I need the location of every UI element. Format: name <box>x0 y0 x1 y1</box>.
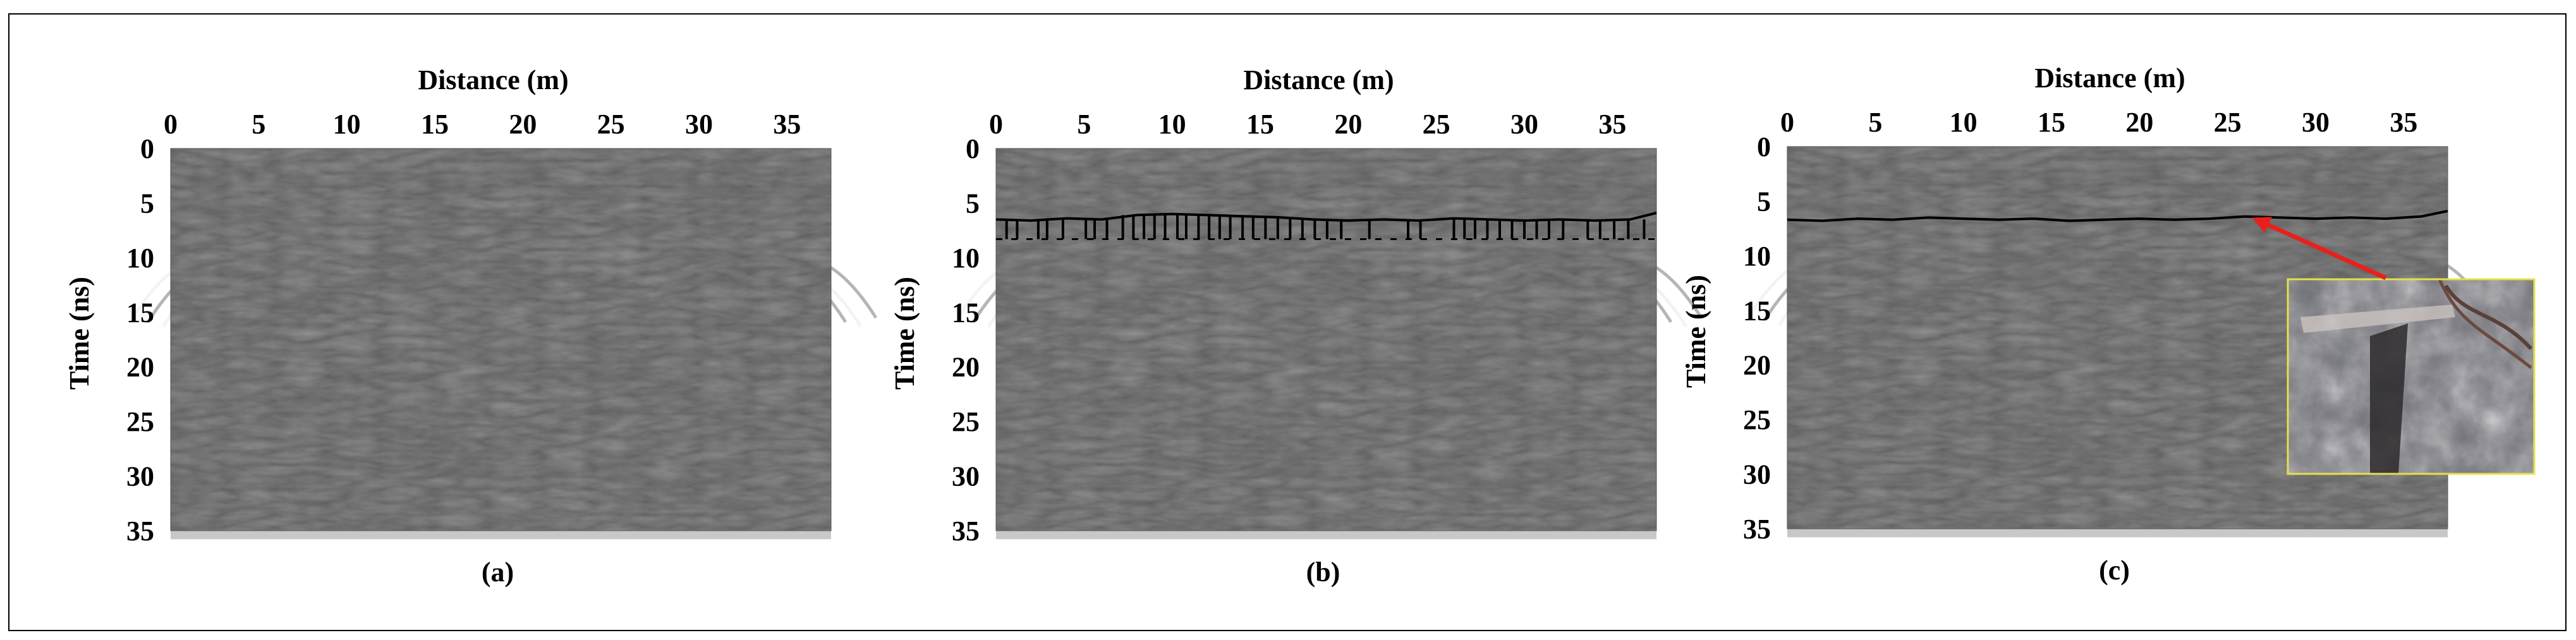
panel-label: (c) <box>2099 555 2130 586</box>
x-tick-label: 15 <box>1246 109 1274 140</box>
y-tick-label: 25 <box>1743 404 1771 435</box>
y-tick-label: 35 <box>1743 514 1771 545</box>
x-tick-label: 15 <box>2038 107 2065 138</box>
x-tick-label: 5 <box>252 109 265 140</box>
y-axis-title: Time (ns) <box>889 277 920 390</box>
reflection-band <box>1787 528 2448 538</box>
x-tick-label: 20 <box>509 109 537 140</box>
y-tick-label: 15 <box>952 297 980 328</box>
x-tick-label: 35 <box>773 109 801 140</box>
photo-slab <box>2300 305 2455 333</box>
x-tick-label: 5 <box>1868 107 1882 138</box>
x-axis-title: Distance (m) <box>1243 64 1394 95</box>
y-tick-label: 25 <box>952 406 980 437</box>
y-tick-label: 10 <box>126 243 154 274</box>
y-tick-label: 30 <box>126 461 154 492</box>
field-photo-inset <box>2287 278 2536 475</box>
x-tick-label: 30 <box>2302 107 2330 138</box>
x-tick-label: 0 <box>1780 107 1794 138</box>
y-axis-title: Time (ns) <box>1680 275 1711 388</box>
x-axis-title: Distance (m) <box>2034 63 2185 94</box>
y-tick-label: 30 <box>1743 459 1771 490</box>
x-tick-label: 0 <box>989 109 1003 140</box>
x-tick-label: 35 <box>1598 109 1626 140</box>
photo-border <box>2287 278 2536 475</box>
y-tick-label: 0 <box>140 133 154 164</box>
photo-cable <box>2438 279 2532 369</box>
picked-interface-line <box>995 212 1657 222</box>
y-tick-label: 10 <box>1743 241 1771 272</box>
picked-interface-line <box>1787 210 2448 222</box>
y-tick-label: 20 <box>952 352 980 383</box>
x-tick-label: 25 <box>2214 107 2242 138</box>
reflection-band <box>996 529 1656 540</box>
y-tick-label: 20 <box>126 352 154 383</box>
y-tick-label: 35 <box>952 516 980 546</box>
x-tick-label: 20 <box>2125 107 2153 138</box>
plot-border <box>170 148 832 531</box>
photo-trench <box>2370 323 2408 474</box>
plot-border <box>995 148 1657 531</box>
y-tick-label: 35 <box>126 516 154 546</box>
x-tick-label: 15 <box>421 109 449 140</box>
x-axis-title: Distance (m) <box>418 64 568 95</box>
x-tick-label: 5 <box>1077 109 1091 140</box>
reflection-band <box>171 529 831 540</box>
panel-label: (a) <box>482 557 514 588</box>
y-axis-title: Time (ns) <box>64 277 95 390</box>
panel-b: 0 5 10 15 20 25 30 35 0 5 10 15 20 25 30 35 Distance (m)… <box>889 64 1703 588</box>
panel-a: 0 5 10 15 20 25 30 35 0 5 10 15 20 25 30 35 Distance (m)… <box>64 64 878 588</box>
noise-layer <box>996 148 1656 531</box>
x-tick-label: 35 <box>2390 107 2417 138</box>
noise-layer <box>171 148 831 531</box>
y-tick-label: 15 <box>126 297 154 328</box>
radargram-image <box>1747 146 2494 538</box>
y-tick-label: 5 <box>140 188 154 219</box>
panel-label: (b) <box>1306 557 1340 588</box>
y-tick-label: 0 <box>1757 131 1771 162</box>
red-arrow <box>2252 217 2387 281</box>
x-tick-label: 10 <box>1950 107 1978 138</box>
x-tick-label: 25 <box>597 109 625 140</box>
radargram-image <box>956 148 1703 540</box>
x-tick-label: 10 <box>1158 109 1186 140</box>
y-tick-label: 15 <box>1743 295 1771 326</box>
y-tick-label: 30 <box>952 461 980 492</box>
y-tick-label: 10 <box>952 243 980 274</box>
x-tick-label: 30 <box>1510 109 1538 140</box>
x-tick-label: 10 <box>333 109 361 140</box>
radargram-image <box>131 148 878 540</box>
y-tick-label: 5 <box>1757 186 1771 217</box>
x-tick-label: 20 <box>1334 109 1362 140</box>
y-tick-label: 0 <box>966 133 980 164</box>
x-tick-label: 0 <box>164 109 178 140</box>
y-tick-label: 20 <box>1743 350 1771 381</box>
photo-cable <box>2444 284 2533 351</box>
y-tick-label: 5 <box>966 188 980 219</box>
y-tick-label: 25 <box>126 406 154 437</box>
panel-c: 0 5 10 15 20 25 30 35 0 5 10 15 20 25 30 35 Distance (m)… <box>1680 63 2536 586</box>
x-tick-label: 30 <box>685 109 713 140</box>
x-tick-label: 25 <box>1423 109 1450 140</box>
